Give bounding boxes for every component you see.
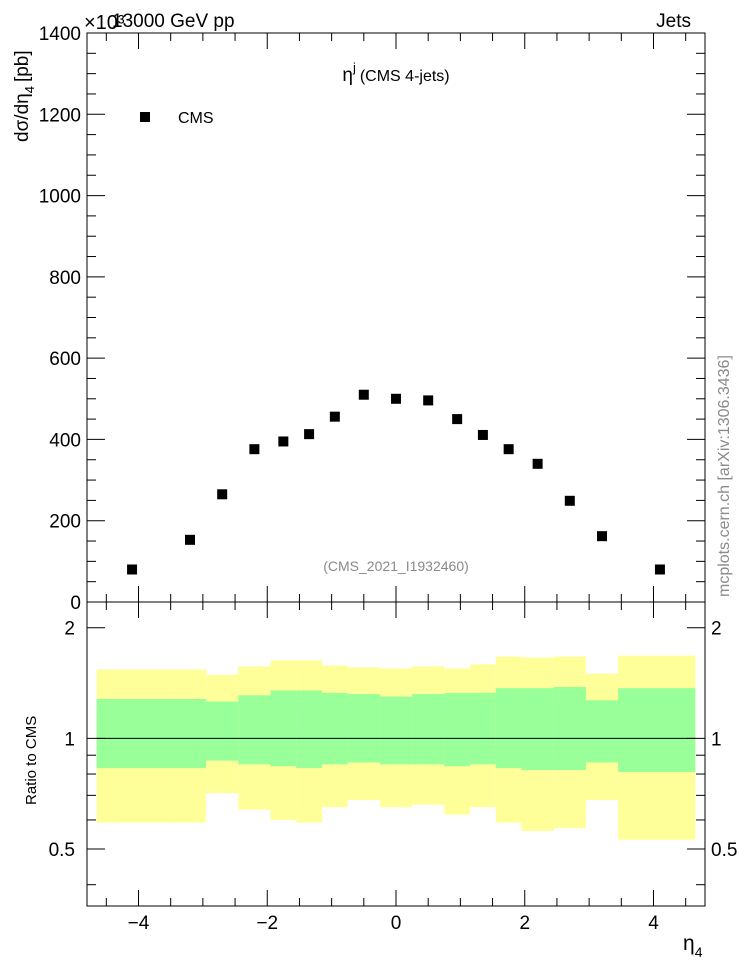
plot-subtitle: (CMS 4-jets) [360,68,450,85]
x-tick-label: −2 [256,913,278,934]
inner-uncertainty-band [521,688,554,771]
x-axis-label-subscript: 4 [695,944,703,960]
data-point [249,444,260,455]
y-axis-label-main: dσ/dη [12,93,33,142]
y-axis-label-subscript: 4 [22,86,37,93]
x-tick-label: 0 [391,913,402,934]
y-tick-label: 1400 [39,24,81,45]
inner-uncertainty-band [444,692,471,767]
data-points [127,389,665,575]
data-point [278,436,289,447]
inner-uncertainty-band [206,701,239,761]
inner-uncertainty-band [238,695,271,765]
legend-marker-cms [140,112,150,122]
legend-label-cms: CMS [178,110,214,127]
x-axis-label-main: η [683,932,695,955]
inner-uncertainty-band [495,688,522,769]
inner-uncertainty-band [347,694,380,763]
ratio-ticks: 0.5 0.5 1 1 2 2 −4 −2 0 2 4 [49,602,737,934]
plot-title-superscript: j [352,60,356,75]
data-point [564,495,575,506]
y-tick-label: 200 [49,512,81,533]
ratio-y-tick-label-right: 2 [711,619,722,640]
beam-label: 13000 GeV pp [112,11,235,32]
inner-uncertainty-band [618,688,696,773]
inner-uncertainty-band [379,696,413,765]
ratio-y-tick-label: 0.5 [49,840,75,861]
y-tick-label: 0 [70,593,81,614]
data-point [452,414,463,425]
y-exponent-label: ×10³ [84,12,125,34]
data-point [304,429,315,440]
ratio-y-tick-label: 2 [64,619,75,640]
ratio-bands [96,655,696,840]
data-point [358,389,369,400]
data-point [597,531,607,542]
main-plot-panel: 0 200 400 600 800 1000 1200 1400 ηj (CMS 4-jets)… [12,24,706,614]
data-point [391,393,401,404]
ratio-y-tick-label-right: 1 [711,729,722,750]
data-point [477,429,488,440]
x-tick-label: 2 [519,913,530,934]
inner-uncertainty-band [321,692,348,765]
ratio-y-tick-label: 1 [64,729,75,750]
y-axis-label-unit: [pb] [12,50,33,82]
y-axis-label: dσ/dη4 [pb] [12,50,37,142]
inner-uncertainty-band [270,690,297,767]
ratio-y-axis-label: Ratio to CMS [23,716,40,805]
plot-title: ηj (CMS 4-jets) [342,60,449,86]
data-point [503,444,514,455]
data-point [329,411,340,422]
x-axis-label: η4 [683,932,703,960]
y-tick-label: 600 [49,349,81,370]
ratio-panel: 0.5 0.51 12 2−4 −2 0 2 4 Ratio to CMS η4 [23,601,737,960]
x-tick-label: 4 [648,913,659,934]
inner-uncertainty-band [585,700,619,763]
side-label: mcplots.cern.ch [arXiv:1306.3436] [716,355,733,597]
analysis-label: (CMS_2021_I1932460) [323,558,469,574]
data-point [532,458,543,469]
inner-uncertainty-band [470,692,496,765]
inner-uncertainty-band [296,690,322,769]
inner-uncertainty-band [553,686,586,771]
inner-uncertainty-band [96,698,174,769]
inner-uncertainty-band [412,694,445,765]
process-label: Jets [656,11,691,32]
y-tick-label: 400 [49,430,81,451]
y-tick-label: 800 [49,268,81,289]
data-point [654,564,665,575]
y-tick-label: 1200 [39,105,81,126]
y-tick-label: 1000 [39,187,81,208]
data-point [185,534,195,545]
x-tick-label: −4 [128,913,150,934]
plot-title-main: η [342,65,353,86]
inner-uncertainty-band [173,698,207,769]
data-point [423,395,434,406]
data-point [127,564,138,575]
ratio-y-tick-label-right: 0.5 [711,840,737,861]
main-plot-ticks: 0 200 400 600 800 1000 1200 1400 [39,24,705,614]
data-point [217,489,228,500]
